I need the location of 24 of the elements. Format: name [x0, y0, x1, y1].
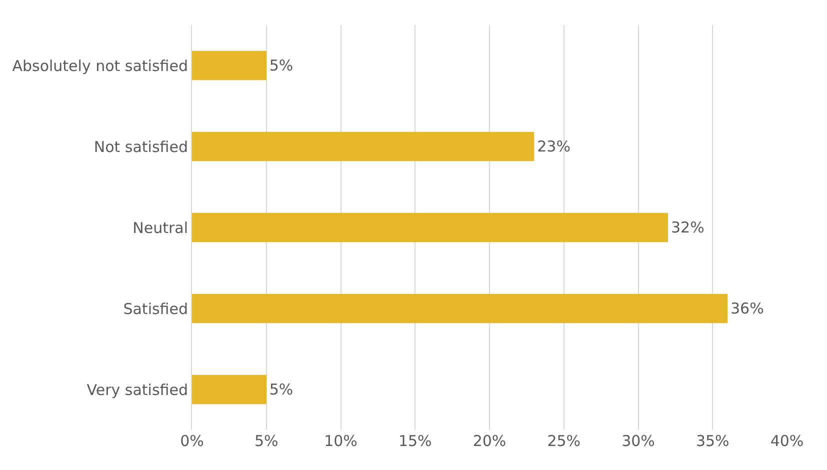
bar — [192, 50, 266, 80]
x-tick-label: 5% — [254, 432, 278, 450]
y-tick-label: Not satisfied — [94, 138, 188, 156]
x-tick-label: 35% — [696, 432, 730, 450]
x-tick-label: 25% — [547, 432, 581, 450]
data-label: 32% — [671, 218, 704, 236]
x-tick-label: 10% — [324, 432, 358, 450]
bar — [192, 132, 534, 162]
bar — [192, 294, 728, 324]
y-tick-label: Satisfied — [123, 300, 188, 318]
x-tick-label: 0% — [180, 432, 204, 450]
data-label: 36% — [730, 300, 764, 318]
y-tick-label: Absolutely not satisfied — [12, 56, 188, 75]
x-tick-label: 20% — [472, 432, 506, 450]
data-label: 23% — [537, 138, 570, 156]
bar — [192, 374, 266, 404]
x-tick-label: 40% — [770, 432, 804, 450]
x-tick-label: 15% — [398, 432, 432, 450]
y-tick-label: Neutral — [132, 218, 188, 237]
x-tick-label: 30% — [622, 432, 655, 450]
data-label: 5% — [269, 380, 294, 398]
y-tick-label: Very satisfied — [86, 380, 188, 399]
data-label: 5% — [269, 56, 294, 74]
bar — [192, 212, 668, 242]
